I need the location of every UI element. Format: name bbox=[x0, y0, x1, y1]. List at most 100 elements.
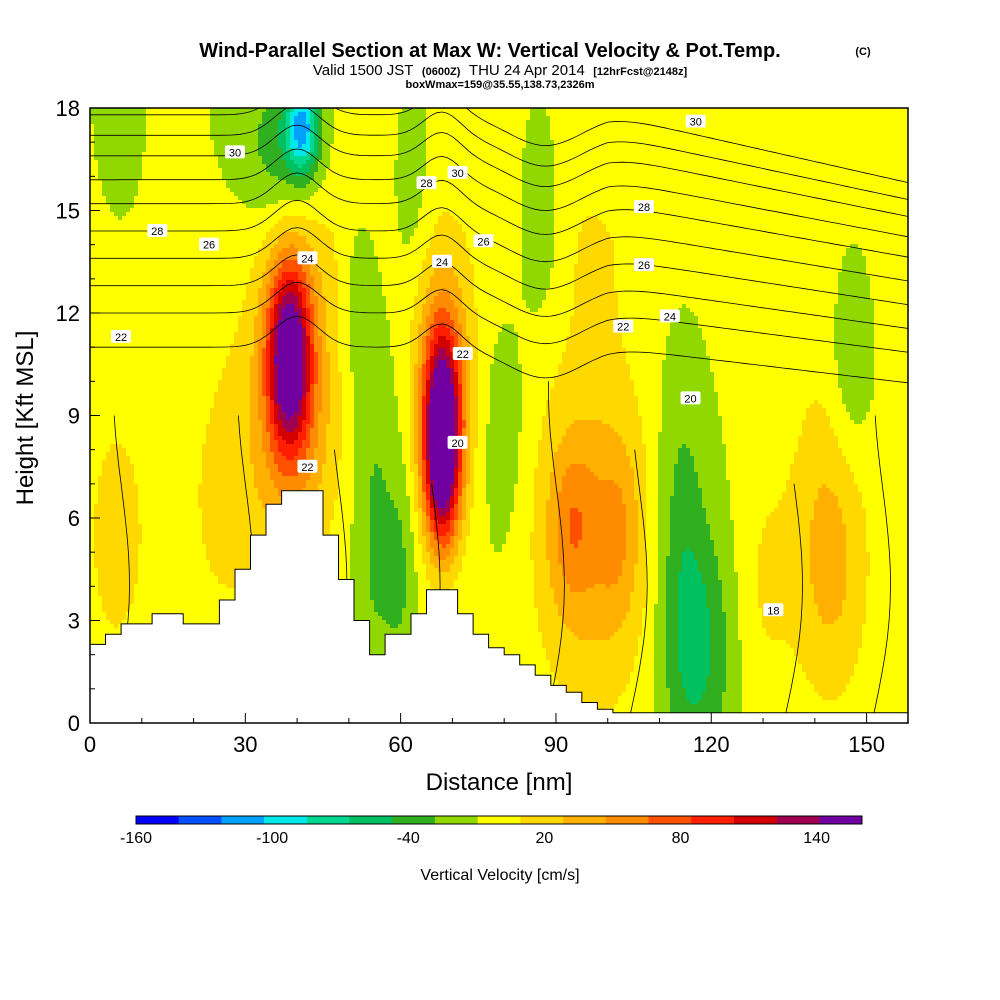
velocity-cell bbox=[166, 224, 171, 229]
velocity-cell bbox=[182, 412, 187, 417]
velocity-cell bbox=[150, 220, 155, 225]
velocity-cell bbox=[138, 564, 143, 569]
velocity-cell bbox=[102, 492, 107, 497]
velocity-cell bbox=[210, 588, 215, 593]
velocity-cell bbox=[174, 496, 179, 501]
velocity-cell bbox=[122, 276, 127, 281]
velocity-cell bbox=[178, 136, 183, 141]
velocity-cell bbox=[206, 216, 211, 221]
velocity-cell bbox=[102, 164, 107, 169]
velocity-cell bbox=[214, 204, 219, 209]
velocity-cell bbox=[198, 348, 203, 353]
velocity-cell bbox=[202, 428, 207, 433]
velocity-cell bbox=[122, 148, 127, 153]
velocity-cell bbox=[210, 448, 215, 453]
velocity-cell bbox=[138, 220, 143, 225]
velocity-cell bbox=[210, 572, 215, 577]
velocity-cell bbox=[162, 372, 167, 377]
velocity-cell bbox=[174, 188, 179, 193]
velocity-cell bbox=[106, 536, 111, 541]
velocity-cell bbox=[158, 388, 163, 393]
velocity-cell bbox=[206, 328, 211, 333]
velocity-cell bbox=[166, 340, 171, 345]
velocity-cell bbox=[90, 508, 95, 513]
velocity-cell bbox=[218, 196, 223, 201]
velocity-cell bbox=[138, 584, 143, 589]
velocity-cell bbox=[170, 196, 175, 201]
velocity-cell bbox=[214, 492, 219, 497]
velocity-cell bbox=[90, 564, 95, 569]
velocity-cell bbox=[130, 596, 135, 601]
velocity-cell bbox=[130, 404, 135, 409]
velocity-cell bbox=[198, 612, 203, 617]
velocity-cell bbox=[206, 584, 211, 589]
velocity-cell bbox=[110, 172, 115, 177]
velocity-cell bbox=[182, 500, 187, 505]
velocity-cell bbox=[122, 228, 127, 233]
velocity-cell bbox=[214, 356, 219, 361]
velocity-cell bbox=[102, 232, 107, 237]
velocity-cell bbox=[142, 252, 147, 257]
velocity-cell bbox=[198, 364, 203, 369]
velocity-cell bbox=[114, 556, 119, 561]
velocity-cell bbox=[158, 540, 163, 545]
velocity-cell bbox=[198, 264, 203, 269]
velocity-cell bbox=[198, 176, 203, 181]
velocity-cell bbox=[134, 128, 139, 133]
velocity-cell bbox=[106, 528, 111, 533]
velocity-cell bbox=[178, 388, 183, 393]
velocity-cell bbox=[150, 304, 155, 309]
velocity-cell bbox=[190, 340, 195, 345]
velocity-cell bbox=[198, 416, 203, 421]
velocity-cell bbox=[150, 348, 155, 353]
velocity-cell bbox=[150, 556, 155, 561]
velocity-cell bbox=[158, 464, 163, 469]
velocity-cell bbox=[194, 596, 199, 601]
velocity-cell bbox=[146, 444, 151, 449]
velocity-cell bbox=[106, 324, 111, 329]
velocity-cell bbox=[178, 460, 183, 465]
velocity-cell bbox=[118, 288, 123, 293]
velocity-cell bbox=[102, 176, 107, 181]
velocity-cell bbox=[206, 456, 211, 461]
velocity-cell bbox=[94, 584, 99, 589]
velocity-cell bbox=[126, 416, 131, 421]
velocity-cell bbox=[118, 212, 123, 217]
velocity-cell bbox=[150, 216, 155, 221]
velocity-cell bbox=[154, 220, 159, 225]
velocity-cell bbox=[126, 404, 131, 409]
velocity-cell bbox=[130, 124, 135, 129]
velocity-cell bbox=[114, 140, 119, 145]
velocity-cell bbox=[174, 336, 179, 341]
velocity-cell bbox=[210, 264, 215, 269]
velocity-cell bbox=[94, 216, 99, 221]
velocity-cell bbox=[130, 112, 135, 117]
velocity-cell bbox=[206, 280, 211, 285]
velocity-cell bbox=[162, 140, 167, 145]
velocity-cell bbox=[142, 500, 147, 505]
velocity-cell bbox=[186, 392, 191, 397]
velocity-cell bbox=[202, 224, 207, 229]
velocity-cell bbox=[154, 504, 159, 509]
velocity-cell bbox=[210, 336, 215, 341]
velocity-cell bbox=[182, 512, 187, 517]
velocity-cell bbox=[166, 440, 171, 445]
velocity-cell bbox=[114, 220, 119, 225]
velocity-cell bbox=[210, 612, 215, 617]
velocity-cell bbox=[110, 304, 115, 309]
velocity-cell bbox=[130, 264, 135, 269]
velocity-cell bbox=[102, 564, 107, 569]
velocity-cell bbox=[170, 372, 175, 377]
velocity-cell bbox=[174, 304, 179, 309]
velocity-cell bbox=[118, 572, 123, 577]
velocity-cell bbox=[186, 164, 191, 169]
velocity-cell bbox=[106, 612, 111, 617]
velocity-cell bbox=[166, 184, 171, 189]
velocity-cell bbox=[98, 444, 103, 449]
velocity-cell bbox=[114, 196, 119, 201]
velocity-cell bbox=[158, 408, 163, 413]
velocity-cell bbox=[106, 532, 111, 537]
velocity-cell bbox=[166, 372, 171, 377]
velocity-cell bbox=[138, 212, 143, 217]
velocity-cell bbox=[154, 436, 159, 441]
